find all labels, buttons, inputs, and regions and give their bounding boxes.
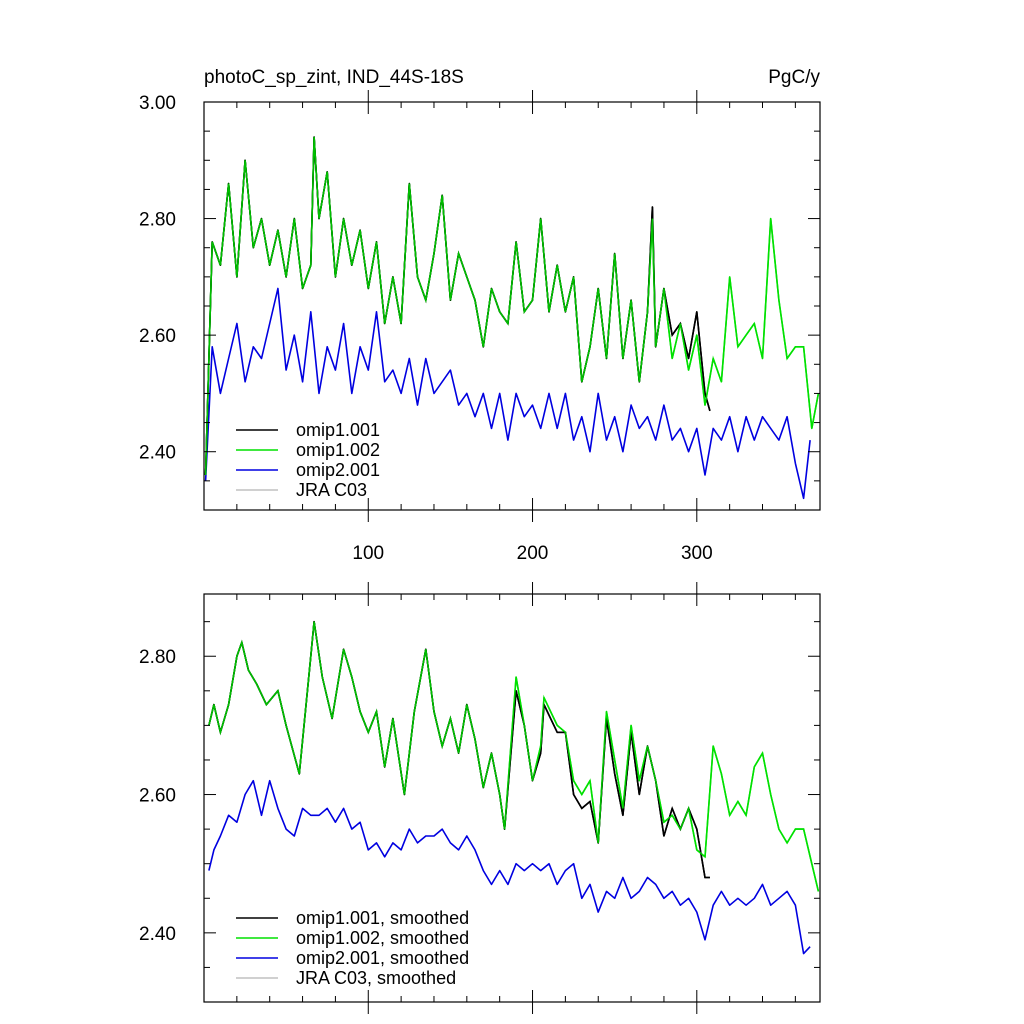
y-tick-label: 2.40 <box>139 443 176 464</box>
y-tick-label: 2.80 <box>139 647 176 668</box>
legend-label: omip2.001 <box>296 460 380 480</box>
legend-label: JRA C03, smoothed <box>296 968 456 988</box>
y-tick-label: 2.80 <box>139 210 176 231</box>
plot-frame <box>203 593 821 1003</box>
series-line-omip1-001 <box>204 136 711 476</box>
x-tick-label: 100 <box>352 543 384 564</box>
y-tick-label: 2.60 <box>139 786 176 807</box>
series-line-omip1-001-overlay <box>204 136 711 476</box>
series-line-omip1-002-overlay <box>204 136 820 476</box>
y-tick-label: 2.60 <box>139 326 176 347</box>
series-group <box>204 136 820 500</box>
units-label: PgC/y <box>768 67 820 88</box>
chart-title: photoC_sp_zint, IND_44S-18S <box>204 67 464 88</box>
series-group <box>208 620 820 955</box>
legend-label: omip1.001, smoothed <box>296 908 469 928</box>
top-panel: 2.40 2.60 2.80 3.00 100 200 300 photoC_sp_zint,… <box>139 67 821 564</box>
series-line-omip2-001 <box>204 287 811 500</box>
y-tick-label: 2.40 <box>139 924 176 945</box>
series-line-omip2-001-smoothed <box>208 779 811 955</box>
legend-label: omip1.001 <box>296 420 380 440</box>
x-tick-label: 300 <box>681 543 713 564</box>
legend-label: omip1.002 <box>296 440 380 460</box>
y-tick-label: 3.00 <box>139 93 176 114</box>
bottom-panel: 2.40 2.60 2.80 omip1.001, smoothedomip1.002… <box>139 582 821 1014</box>
series-line-omip1-002-overlay <box>208 621 820 892</box>
x-tick-label: 200 <box>517 543 549 564</box>
legend-label: omip2.001, smoothed <box>296 948 469 968</box>
legend-label: omip1.002, smoothed <box>296 928 469 948</box>
legend-label: JRA C03 <box>296 480 367 500</box>
